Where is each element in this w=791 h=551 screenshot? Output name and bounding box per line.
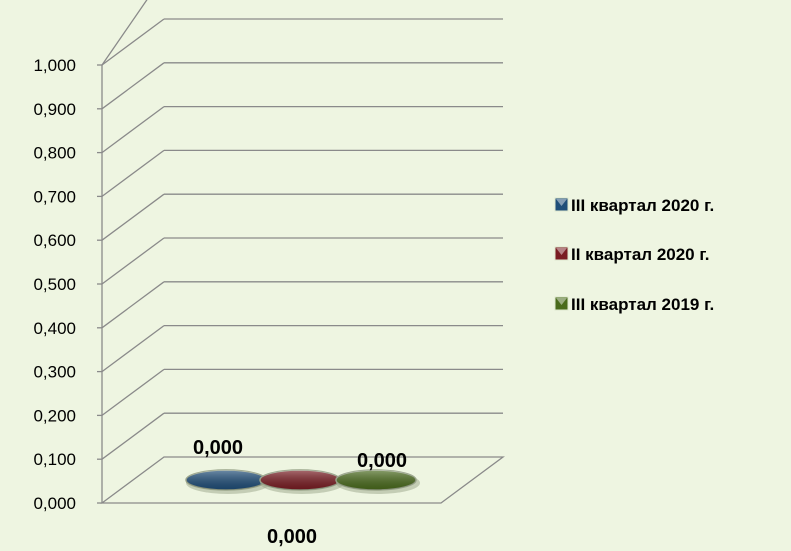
chart-floor [100,456,505,504]
y-tick-label: 0,000 [33,494,76,513]
y-tick-label: 0,700 [33,187,76,206]
legend: III квартал 2020 г. II квартал 2020 г. III… [554,196,714,314]
legend-swatch-shine [556,248,567,255]
x-tick-label: 0,000 [267,526,317,548]
gridlines [101,0,503,460]
gridline-side [101,62,165,110]
legend-item: III квартал 2019 г. [554,295,714,314]
y-tick-label: 0,500 [33,275,76,294]
y-tick-label: 0,600 [33,231,76,250]
legend-item: III квартал 2020 г. [554,196,714,215]
y-tick-label: 0,900 [33,100,76,119]
y-tick-label: 0,200 [33,406,76,425]
x-axis: 0,000 [267,526,317,548]
gridline-side [101,281,165,329]
bar-highlight [260,470,340,490]
y-tick-label: 0,300 [33,363,76,382]
gridline-side [101,18,165,66]
gridline-side [101,149,165,197]
gridline-side [101,193,165,241]
legend-swatch [554,246,569,261]
legend-label: III квартал 2019 г. [571,295,714,314]
bar-highlight [186,470,266,490]
bar-3 [335,469,420,494]
gridline-side [101,412,165,460]
bar-2 [259,469,344,494]
y-tick-label: 1,000 [33,56,76,75]
data-label: 0,000 [357,450,407,472]
bar-highlight [336,470,416,490]
legend-swatch-shine [556,298,567,305]
legend-label: II квартал 2020 г. [571,245,709,264]
gridline-side [101,237,165,285]
y-tick-label: 0,100 [33,450,76,469]
bars [185,469,420,494]
y-tick-label: 0,800 [33,144,76,163]
y-tick-label: 0,400 [33,319,76,338]
legend-swatch [554,197,569,212]
floor-outline [100,456,505,504]
y-axis: 0,000 0,100 0,200 0,300 0,400 0,500 0,600 0,700… [33,56,103,513]
legend-swatch-shine [556,199,567,206]
data-label: 0,000 [193,437,243,459]
legend-item: II квартал 2020 г. [554,245,709,264]
gridline-side [101,325,165,373]
legend-label: III квартал 2020 г. [571,196,714,215]
bar-1 [185,469,270,494]
gridline-side [101,106,165,154]
legend-swatch [554,296,569,311]
gridline-side [101,0,148,66]
gridline-side [101,368,165,416]
